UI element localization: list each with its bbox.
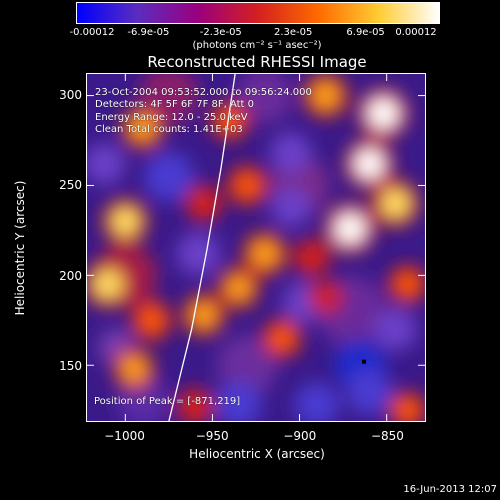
- heatmap-hot-spot: [315, 286, 337, 308]
- heatmap-background-patch: [217, 335, 278, 396]
- heatmap-hot-spot: [311, 81, 340, 110]
- heatmap-cold-spot: [294, 382, 340, 421]
- heatmap-hot-spot: [129, 114, 157, 142]
- minimum-marker: [362, 359, 367, 364]
- plot-title: Reconstructed RHESSI Image: [147, 53, 367, 71]
- colorbar-tick-label: -6.9e-05: [127, 27, 170, 38]
- energy-range-label: Energy Range: 12.0 - 25.0 keV: [95, 112, 248, 123]
- heatmap-hot-spot: [234, 172, 261, 199]
- colorbar-units: (photons cm⁻² s⁻¹ asec⁻²): [192, 40, 322, 51]
- rhessi-image: 23-Oct-2004 09:53:52.000 to 09:56:24.000…: [86, 73, 426, 422]
- heatmap-cold-spot: [144, 151, 194, 202]
- x-tick-label: −950: [195, 429, 229, 443]
- heatmap-hot-spot: [225, 274, 252, 302]
- heatmap-hot-spot: [395, 272, 420, 297]
- heatmap-cold-spot: [87, 143, 125, 185]
- heatmap-hot-spot: [217, 108, 242, 133]
- heatmap-hot-spot: [269, 325, 295, 351]
- heatmap-hot-spot: [92, 269, 123, 300]
- heatmap-hot-spot: [192, 192, 216, 215]
- heatmap-hot-spot: [250, 239, 279, 268]
- heatmap-hot-spot: [353, 148, 385, 180]
- time-range-label: 23-Oct-2004 09:53:52.000 to 09:56:24.000: [95, 87, 312, 98]
- peak-position-label: Position of Peak = [-871,219]: [94, 396, 241, 407]
- heatmap-hot-spot: [367, 97, 400, 130]
- colorbar-gradient: [77, 3, 439, 23]
- footer-date: 16-Jun-2013 12:07: [403, 484, 497, 495]
- colorbar-tick-label: 0.00012: [395, 27, 437, 38]
- x-tick-label: −900: [283, 429, 317, 443]
- colorbar: [76, 2, 440, 24]
- heatmap-svg: [87, 74, 425, 421]
- heatmap-cold-spot: [176, 232, 221, 276]
- colorbar-tick-label: 6.9e-05: [346, 27, 385, 38]
- solar-limb-line: [168, 74, 236, 421]
- y-axis-label: Heliocentric Y (arcsec): [13, 180, 27, 316]
- heatmap-hot-spot: [334, 212, 366, 245]
- y-tick-label: 200: [59, 268, 82, 283]
- heatmap-cold-spot: [270, 132, 312, 174]
- y-tick-label: 300: [59, 87, 82, 102]
- detectors-label: Detectors: 4F 5F 6F 7F 8F, Att 0: [95, 99, 255, 110]
- heatmap-hot-spot: [395, 398, 420, 421]
- heatmap-cold-spot: [346, 369, 393, 416]
- colorbar-tick-label: 2.3e-05: [273, 27, 313, 38]
- heatmap-hot-spot: [110, 207, 140, 236]
- heatmap-hot-spot: [183, 395, 207, 419]
- y-tick-label: 250: [59, 178, 82, 193]
- y-tick-label: 150: [59, 358, 82, 373]
- x-tick-label: −850: [370, 429, 404, 443]
- heatmap-hot-spot: [300, 245, 324, 269]
- colorbar-tick-label: -2.3e-05: [199, 27, 242, 38]
- heatmap-hot-spot: [380, 188, 411, 219]
- heatmap-hot-spot: [138, 307, 165, 334]
- x-axis-label: Heliocentric X (arcsec): [189, 447, 325, 461]
- heatmap-cold-spot: [270, 187, 311, 227]
- heatmap-hot-spot: [120, 355, 148, 382]
- clean-counts-label: Clean Total counts: 1.41E+03: [95, 124, 243, 135]
- heatmap-hot-spot: [190, 301, 218, 329]
- heatmap-background-patch: [236, 74, 293, 124]
- heatmap-cold-spot: [215, 381, 262, 421]
- colorbar-tick-label: -0.00012: [69, 27, 115, 38]
- x-tick-label: −1000: [104, 429, 145, 443]
- heatmap-cold-spot: [374, 308, 417, 351]
